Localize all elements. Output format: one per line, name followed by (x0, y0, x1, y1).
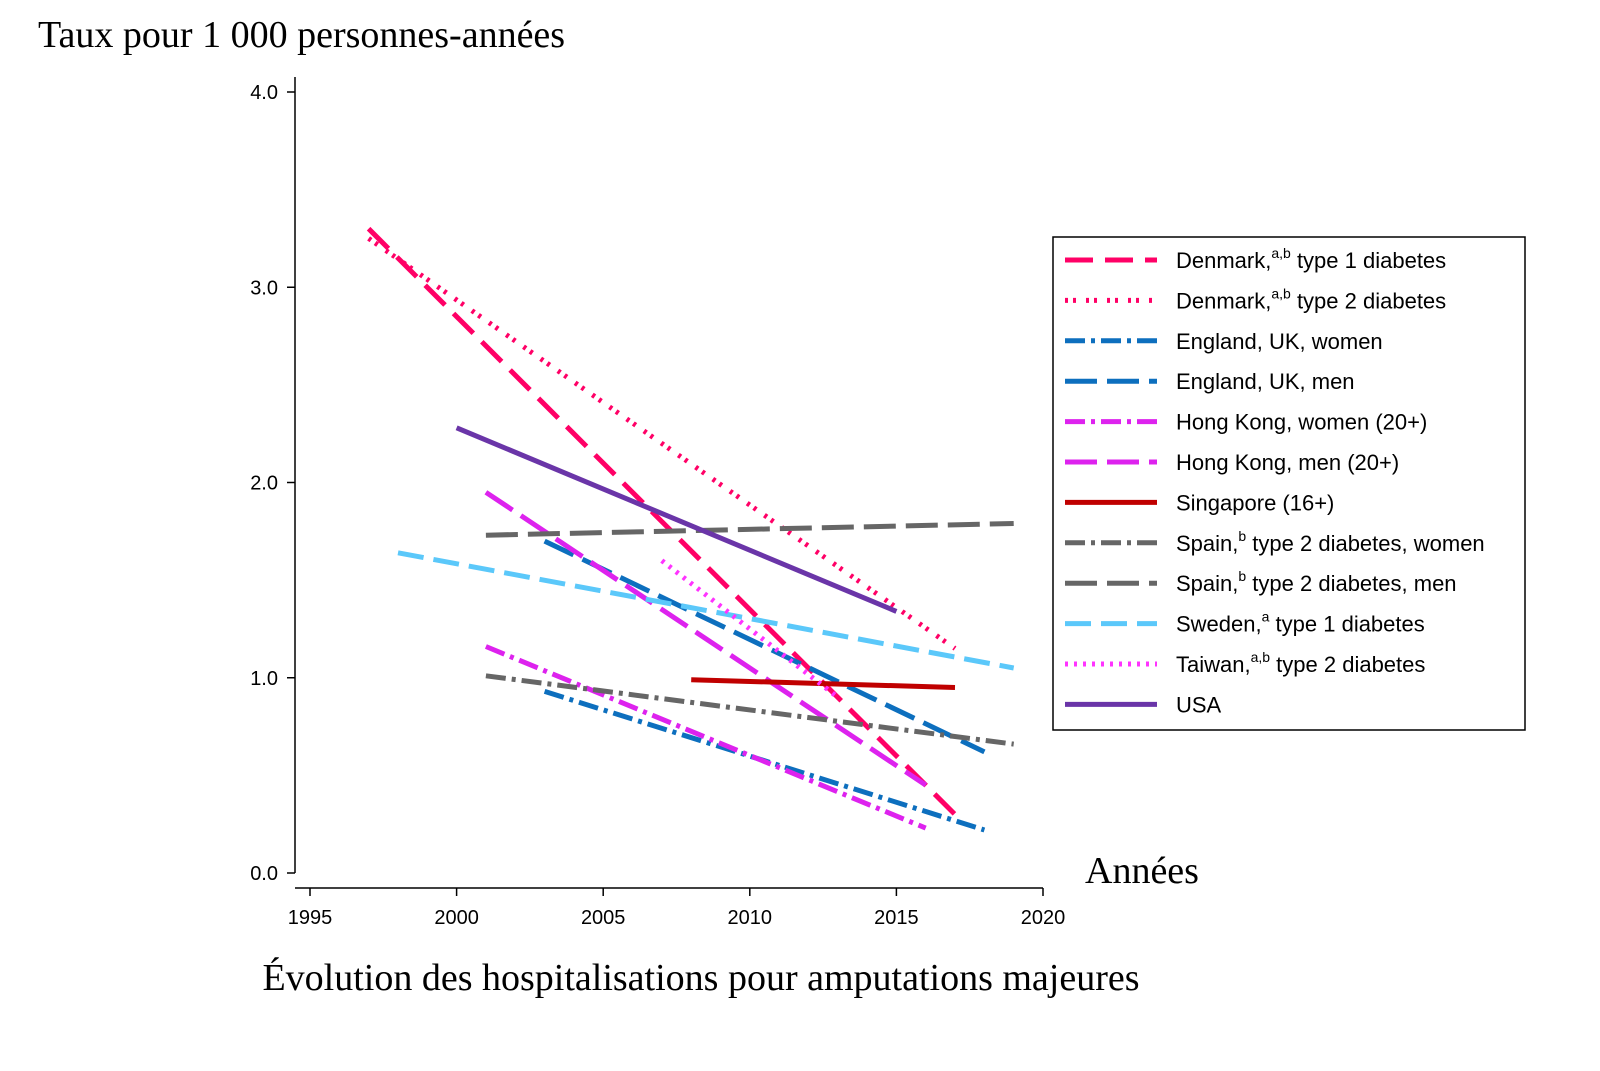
y-axis-title: Taux pour 1 000 personnes-années (38, 14, 565, 56)
series-layer (366, 226, 1015, 833)
y-tick-label: 3.0 (250, 277, 278, 299)
legend-label-5: Hong Kong, men (20+) (1176, 450, 1399, 475)
x-tick-label: 2020 (1021, 907, 1066, 929)
series-line-5 (484, 490, 928, 788)
legend: Denmark,a,b type 1 diabetes Denmark,a,b t… (1052, 236, 1526, 731)
x-tick-label: 2000 (434, 907, 479, 929)
x-tick-label: 2010 (728, 907, 773, 929)
series-line-8 (485, 521, 1014, 538)
x-tick-label: 2015 (874, 907, 919, 929)
legend-label-6: Singapore (16+) (1176, 490, 1334, 515)
legend-label-9: Sweden,a type 1 diabetes (1176, 609, 1425, 637)
axes: 0.0 1.0 2.0 3.0 4.0 1995 2000 2005 2010 2015 2020 (250, 77, 1065, 929)
series-line-7 (485, 673, 1015, 747)
x-axis-title: Années (1085, 850, 1199, 892)
legend-label-7: Spain,b type 2 diabetes, women (1176, 528, 1485, 556)
series-line-1 (367, 236, 957, 651)
x-tick-label: 1995 (288, 907, 333, 929)
legend-label-3: England, UK, men (1176, 369, 1355, 394)
y-tick-label: 2.0 (250, 473, 278, 495)
series-line-4 (484, 644, 927, 831)
series-line-0 (366, 226, 957, 817)
y-tick-label: 1.0 (250, 668, 278, 690)
legend-label-1: Denmark,a,b type 2 diabetes (1176, 285, 1446, 313)
series-line-11 (455, 425, 898, 614)
x-tick-label: 2005 (581, 907, 626, 929)
y-tick-label: 4.0 (250, 82, 278, 104)
series-line-10 (660, 558, 840, 700)
legend-label-11: USA (1176, 692, 1222, 717)
legend-label-10: Taiwan,a,b type 2 diabetes (1176, 649, 1425, 677)
series-line-3 (543, 538, 986, 755)
legend-label-2: England, UK, women (1176, 329, 1383, 354)
series-line-6 (691, 677, 956, 690)
legend-box (1052, 236, 1526, 731)
legend-label-8: Spain,b type 2 diabetes, men (1176, 568, 1457, 596)
y-tick-label: 0.0 (250, 863, 278, 885)
chart-title: Évolution des hospitalisations pour ampu… (262, 957, 1139, 999)
legend-label-4: Hong Kong, women (20+) (1176, 410, 1427, 435)
legend-label-0: Denmark,a,b type 1 diabetes (1176, 245, 1446, 273)
series-line-9 (397, 550, 1015, 671)
